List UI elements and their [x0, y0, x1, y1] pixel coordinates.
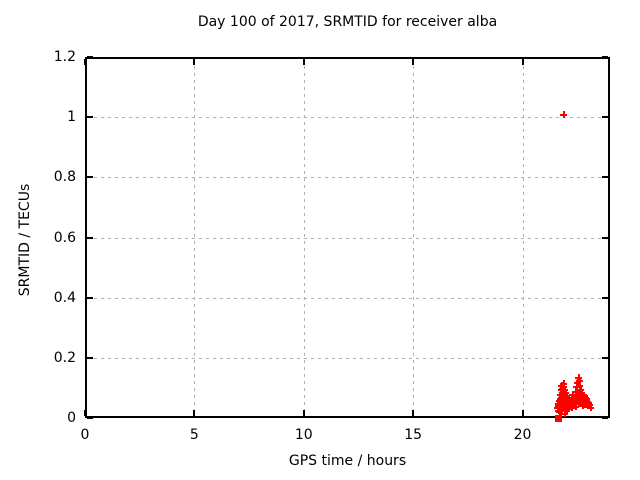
data-point — [561, 409, 569, 417]
data-point — [573, 393, 581, 401]
data-point — [563, 392, 571, 400]
x-tick-bottom — [84, 410, 86, 416]
x-tick-top — [521, 59, 524, 65]
y-tick-label: 1 — [67, 109, 76, 126]
data-point — [569, 401, 577, 409]
data-point — [574, 378, 582, 386]
data-point — [580, 391, 588, 399]
data-point-outlier — [559, 111, 567, 119]
x-gridline — [413, 59, 415, 416]
y-tick-label: 0.4 — [53, 289, 76, 306]
y-gridline — [87, 237, 608, 239]
x-tick-bottom — [412, 410, 415, 416]
data-point — [574, 399, 582, 407]
x-tick-bottom — [193, 410, 196, 416]
data-point — [570, 399, 578, 407]
data-point — [572, 397, 580, 405]
data-point — [555, 408, 563, 416]
x-tick-top — [84, 59, 86, 65]
data-point — [562, 389, 570, 397]
y-tick-left — [87, 296, 93, 299]
data-point-square — [554, 415, 562, 422]
data-point — [576, 386, 584, 394]
data-point — [576, 377, 584, 385]
data-point — [566, 396, 574, 404]
y-tick-left — [87, 356, 93, 359]
data-point — [573, 383, 581, 391]
y-tick-left — [87, 56, 93, 58]
data-point — [570, 395, 578, 403]
y-tick-right — [602, 236, 608, 239]
x-tick-bottom — [302, 410, 305, 416]
data-point — [587, 403, 595, 411]
x-tick-top — [193, 59, 196, 65]
data-point — [578, 388, 586, 396]
plot-area — [84, 56, 610, 422]
y-tick-left — [87, 417, 93, 419]
x-tick-top — [412, 59, 415, 65]
chart-title: Day 100 of 2017, SRMTID for receiver alb… — [197, 14, 498, 30]
y-gridline — [87, 297, 608, 299]
y-tick-left — [87, 176, 93, 179]
x-tick-label: 20 — [513, 427, 532, 443]
data-point — [569, 390, 577, 398]
x-tick-label: 5 — [189, 427, 199, 443]
y-gridline — [87, 357, 608, 359]
y-tick-right — [602, 356, 608, 359]
x-gridline — [303, 59, 305, 416]
x-tick-bottom — [521, 410, 524, 416]
data-point — [575, 381, 583, 389]
y-tick-label: 0.8 — [53, 169, 76, 186]
data-point — [563, 407, 571, 415]
data-point — [571, 392, 579, 400]
x-gridline — [522, 59, 524, 416]
data-point — [586, 401, 594, 409]
data-point — [581, 393, 589, 401]
y-tick-right — [602, 417, 608, 419]
y-tick-label: 0 — [67, 410, 76, 426]
y-tick-right — [602, 176, 608, 179]
data-point — [584, 397, 592, 405]
x-tick-label: 0 — [80, 427, 90, 443]
data-point — [585, 399, 593, 407]
y-tick-label: 0.2 — [53, 349, 76, 366]
x-tick-label: 10 — [294, 427, 313, 443]
data-point — [572, 387, 580, 395]
data-point — [582, 395, 590, 403]
y-tick-left — [87, 116, 93, 119]
data-point — [565, 395, 572, 403]
data-point — [572, 402, 579, 410]
y-tick-left — [87, 236, 93, 239]
y-tick-right — [602, 56, 608, 58]
y-gridline — [87, 117, 608, 119]
x-axis-label: GPS time / hours — [288, 453, 407, 469]
y-tick-right — [602, 296, 608, 299]
data-point — [567, 393, 575, 401]
data-point — [575, 374, 583, 382]
y-tick-label: 1.2 — [53, 49, 76, 65]
data-point — [565, 402, 573, 410]
x-gridline — [194, 59, 196, 416]
data-point — [568, 404, 576, 412]
data-point — [557, 405, 565, 413]
y-tick-right — [602, 116, 608, 119]
x-tick-top — [302, 59, 305, 65]
y-tick-label: 0.6 — [53, 229, 76, 246]
x-tick-label: 15 — [404, 427, 423, 443]
y-gridline — [87, 177, 608, 179]
